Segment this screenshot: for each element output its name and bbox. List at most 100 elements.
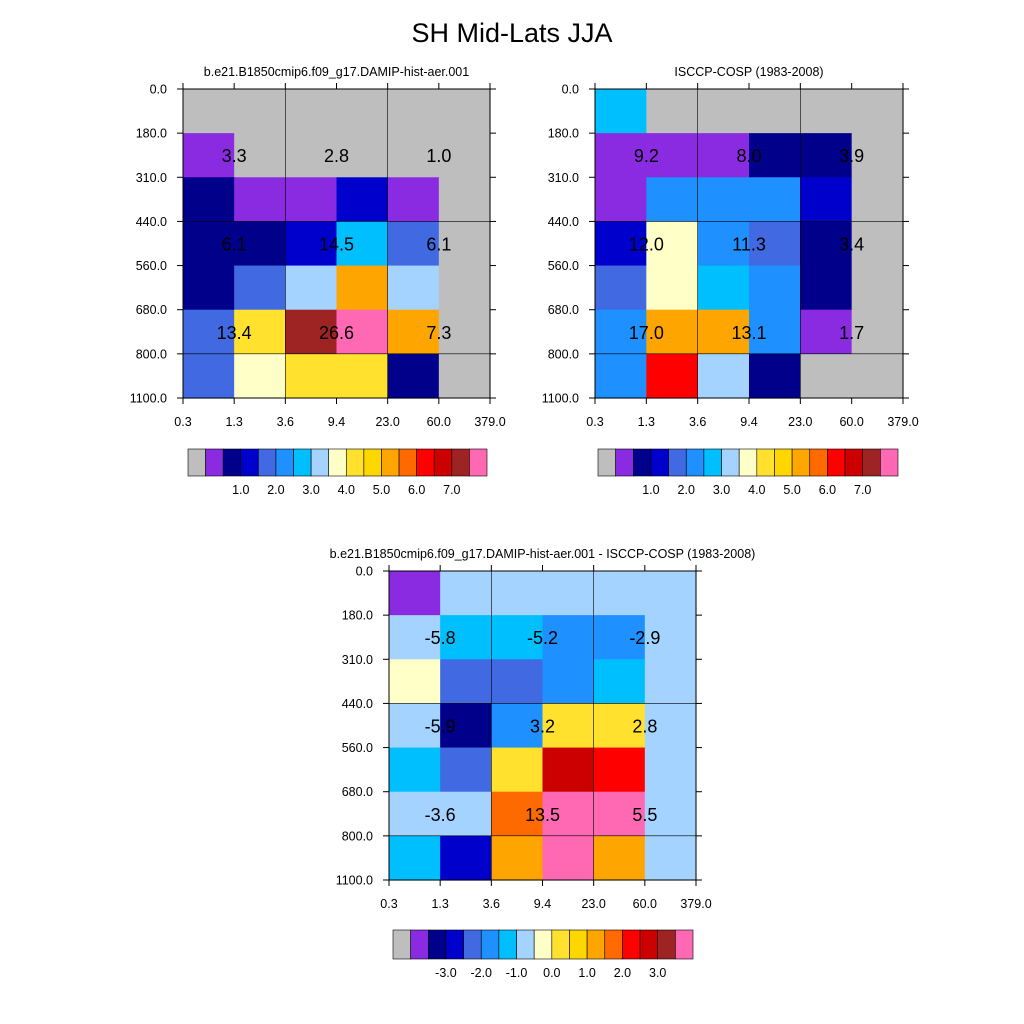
cell-value-label: -2.9 [629, 628, 660, 648]
colorbar-box [668, 448, 687, 477]
heatmap-cell [749, 265, 801, 311]
heatmap-cell [389, 791, 441, 837]
heatmap-cell [336, 89, 389, 134]
colorbar-label: 3.0 [302, 483, 319, 497]
heatmap-cell [336, 265, 389, 311]
heatmap-cell [595, 177, 647, 223]
colorbar-box [791, 448, 811, 477]
heatmap-cell [697, 353, 750, 399]
colorbar-box [463, 929, 482, 960]
heatmap-cell [749, 353, 801, 399]
colorbar-box [258, 448, 277, 477]
colorbar-box [650, 448, 669, 477]
cell-value-label: 6.1 [222, 235, 247, 255]
heatmap-cell [593, 703, 646, 749]
heatmap-cell [285, 133, 338, 178]
cell-value-label: 1.7 [839, 323, 864, 343]
heatmap-cell [593, 615, 646, 660]
colorbar-box [844, 448, 864, 477]
y-tick-label: 1100.0 [130, 392, 167, 406]
heatmap-cell [438, 221, 491, 267]
heatmap-cell [438, 265, 491, 311]
colorbar-label: -2.0 [470, 966, 492, 980]
heatmap-cell [389, 835, 441, 881]
colorbar-label: 1.0 [642, 483, 659, 497]
colorbar: 1.0 2.0 3.0 4.0 5.0 6.0 7.0 [597, 448, 899, 497]
y-tick-label: 1100.0 [542, 392, 579, 406]
heatmap-cell [234, 177, 286, 223]
colorbar-box [721, 448, 740, 477]
heatmap-cell [697, 89, 750, 134]
heatmap-cell [800, 353, 853, 399]
heatmap-cell [183, 265, 235, 311]
x-tick-label: 9.4 [740, 415, 757, 429]
heatmap-cell [595, 89, 647, 134]
cell-value-label: 5.5 [632, 805, 657, 825]
x-tick-label: 1.3 [431, 897, 448, 911]
x-tick-label: 3.6 [277, 415, 294, 429]
x-tick-label: 60.0 [839, 415, 863, 429]
y-tick-label: 440.0 [342, 697, 373, 711]
colorbar-box [586, 929, 606, 960]
heatmap-cell [595, 265, 647, 311]
cell-value-label: 3.3 [222, 146, 247, 166]
colorbar-box [639, 929, 659, 960]
cell-value-label: -3.6 [425, 805, 456, 825]
y-tick-label: 560.0 [548, 259, 579, 273]
colorbar-box [398, 448, 417, 477]
heatmap-cell [851, 177, 904, 223]
colorbar-box [328, 448, 347, 477]
colorbar-box [222, 448, 242, 477]
heatmap-cell [646, 89, 699, 134]
heatmap-cell [800, 309, 853, 355]
heatmap-cell [336, 133, 389, 178]
colorbar-label: 7.0 [443, 483, 460, 497]
heatmap-cell [542, 571, 595, 616]
figure-title: SH Mid-Lats JJA [411, 18, 613, 48]
y-tick-label: 560.0 [136, 259, 167, 273]
heatmap-cell [387, 353, 440, 399]
colorbar-box [685, 448, 705, 477]
heatmap-panel-3: b.e21.B1850cmip6.f09_g17.DAMIP-hist-aer.… [330, 547, 756, 980]
cell-value-label: 8.0 [736, 146, 761, 166]
heatmap-cell [387, 177, 440, 223]
colorbar-label: 0.0 [543, 966, 560, 980]
heatmap-cell [542, 615, 595, 660]
colorbar-label: 1.0 [578, 966, 595, 980]
heatmap-cell [749, 177, 801, 223]
heatmap-cell [491, 703, 544, 749]
heatmap-cell [387, 221, 440, 267]
heatmap-cell [285, 265, 338, 311]
heatmap-cell [851, 221, 904, 267]
colorbar-box [569, 929, 588, 960]
heatmap-cell [595, 133, 647, 178]
heatmap-cell [697, 133, 750, 178]
x-tick-label: 9.4 [534, 897, 551, 911]
colorbar-label: 4.0 [338, 483, 355, 497]
heatmap-cell [644, 791, 697, 837]
colorbar-box [809, 448, 828, 477]
heatmap-cell [387, 89, 440, 134]
cell-value-label: 14.5 [319, 235, 354, 255]
heatmap-cell [593, 791, 646, 837]
heatmap-cell [440, 615, 492, 660]
heatmap-cell [234, 133, 286, 178]
heatmap-cell [336, 353, 389, 399]
colorbar-box [774, 448, 793, 477]
heatmap-cell [697, 177, 750, 223]
x-tick-label: 379.0 [474, 415, 505, 429]
cell-value-label: 6.1 [426, 235, 451, 255]
heatmap-cell [593, 571, 646, 616]
colorbar-box [622, 929, 641, 960]
x-tick-label: 0.3 [380, 897, 397, 911]
heatmap-cell [800, 265, 853, 311]
x-tick-label: 23.0 [375, 415, 399, 429]
y-tick-label: 310.0 [136, 171, 167, 185]
colorbar-label: -3.0 [435, 966, 457, 980]
colorbar-label: 6.0 [819, 483, 836, 497]
y-tick-label: 0.0 [562, 83, 579, 97]
heatmap-cell [851, 353, 904, 399]
heatmap-cell [800, 133, 853, 178]
heatmap-cell [644, 659, 697, 705]
heatmap-cell [285, 309, 338, 355]
